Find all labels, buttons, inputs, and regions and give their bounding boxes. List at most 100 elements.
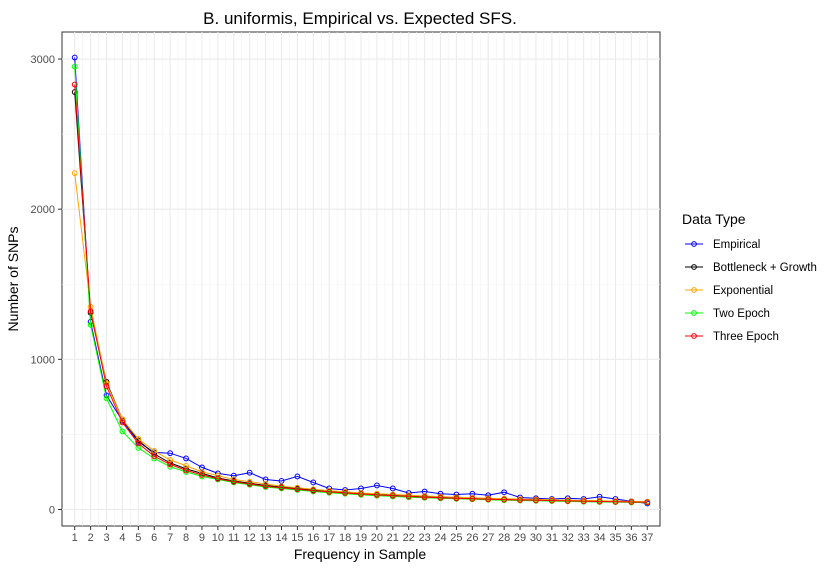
point-three-epoch [278, 484, 285, 491]
x-tick-label: 11 [228, 532, 239, 544]
x-tick-label: 2 [88, 532, 94, 544]
point-three-epoch [580, 498, 587, 505]
point-three-epoch [548, 497, 555, 504]
y-axis-title: Number of SNPs [5, 226, 21, 331]
point-empirical [501, 489, 508, 496]
point-empirical [71, 54, 78, 61]
x-tick-label: 36 [625, 532, 637, 544]
legend-key-point-bottleneck-growth [691, 264, 697, 270]
legend-label-bottleneck-growth: Bottleneck + Growth [713, 262, 817, 274]
point-three-epoch [437, 494, 444, 501]
x-tick-label: 20 [371, 532, 383, 544]
y-tick-label: 0 [49, 504, 55, 516]
point-empirical [294, 473, 301, 480]
x-tick-label: 37 [641, 532, 653, 544]
chart-title: B. uniformis, Empirical vs. Expected SFS… [203, 9, 517, 28]
legend-label-three-epoch: Three Epoch [713, 331, 779, 343]
legend-key-point-two-epoch [691, 310, 697, 316]
legend: Data Type Empirical Bottleneck + Growth Ex… [682, 211, 817, 343]
x-tick-label: 22 [403, 532, 415, 544]
x-axis-title: Frequency in Sample [294, 546, 427, 562]
point-empirical [183, 455, 189, 462]
x-tick-label: 21 [387, 532, 399, 544]
legend-key-point-three-epoch [691, 333, 697, 339]
point-exponential [71, 170, 78, 177]
x-tick-label: 29 [514, 532, 526, 544]
point-three-epoch [485, 496, 492, 503]
point-two-epoch [71, 63, 78, 70]
point-three-epoch [119, 419, 126, 426]
x-tick-label: 9 [199, 532, 205, 544]
point-three-epoch [374, 492, 380, 498]
legend-label-empirical: Empirical [713, 239, 760, 251]
x-tick-label: 27 [482, 532, 494, 544]
y-axis: 0 1000 2000 3000 [31, 54, 62, 516]
point-three-epoch [596, 498, 603, 505]
x-tick-label: 1 [72, 532, 78, 544]
point-three-epoch [135, 440, 142, 447]
point-three-epoch [87, 308, 94, 315]
x-tick-label: 10 [212, 532, 224, 544]
x-tick-label: 8 [183, 532, 189, 544]
point-three-epoch [183, 467, 189, 474]
point-three-epoch [342, 490, 348, 496]
point-exponential [214, 472, 221, 479]
x-tick-label: 16 [307, 532, 319, 544]
point-three-epoch [310, 487, 317, 494]
point-three-epoch [644, 499, 651, 506]
gridlines [62, 32, 660, 526]
x-tick-label: 12 [244, 532, 256, 544]
y-tick-label: 1000 [31, 354, 55, 366]
x-tick-label: 7 [167, 532, 173, 544]
point-three-epoch [533, 497, 539, 504]
x-tick-label: 6 [151, 532, 157, 544]
point-three-epoch [199, 472, 205, 478]
point-three-epoch [103, 383, 110, 390]
legend-key-point-exponential [691, 287, 697, 293]
x-tick-label: 4 [119, 532, 125, 544]
point-empirical [374, 482, 380, 489]
x-tick-label: 24 [434, 532, 446, 544]
legend-title: Data Type [682, 211, 746, 227]
x-tick-label: 28 [498, 532, 510, 544]
x-tick-label: 14 [275, 532, 287, 544]
legend-label-exponential: Exponential [713, 285, 773, 297]
point-three-epoch [167, 461, 174, 468]
legend-label-two-epoch: Two Epoch [713, 308, 770, 320]
point-empirical [167, 450, 174, 457]
point-three-epoch [246, 481, 253, 487]
point-three-epoch [453, 495, 460, 502]
point-three-epoch [358, 491, 364, 497]
series-group [71, 54, 651, 507]
point-three-epoch [151, 453, 158, 460]
x-tick-label: 26 [466, 532, 478, 544]
series-line-three-epoch [74, 84, 648, 503]
point-three-epoch [421, 494, 428, 501]
point-three-epoch [628, 499, 635, 505]
point-three-epoch [389, 492, 396, 499]
x-tick-label: 19 [355, 532, 367, 544]
point-three-epoch [71, 81, 78, 88]
point-empirical [389, 485, 396, 492]
x-tick-label: 23 [418, 532, 430, 544]
point-two-epoch [103, 395, 110, 402]
x-axis: 1 2 3 4 5 6 7 8 9 10 11 12 13 14 15 16 17 18 19 20 21 22 23 24 2… [72, 526, 653, 544]
y-tick-label: 2000 [31, 204, 55, 216]
point-two-epoch [119, 428, 126, 435]
x-tick-label: 3 [103, 532, 109, 544]
x-tick-label: 15 [291, 532, 303, 544]
legend-key-point-empirical [691, 241, 697, 247]
point-three-epoch [262, 483, 269, 490]
x-tick-label: 5 [135, 532, 141, 544]
x-tick-label: 32 [562, 532, 574, 544]
point-three-epoch [405, 493, 412, 500]
x-tick-label: 25 [450, 532, 462, 544]
y-tick-label: 3000 [31, 54, 55, 66]
x-tick-label: 18 [339, 532, 351, 544]
x-tick-label: 35 [609, 532, 621, 544]
point-three-epoch [214, 475, 221, 482]
x-tick-label: 13 [259, 532, 271, 544]
point-three-epoch [326, 489, 333, 495]
point-three-epoch [469, 495, 476, 502]
